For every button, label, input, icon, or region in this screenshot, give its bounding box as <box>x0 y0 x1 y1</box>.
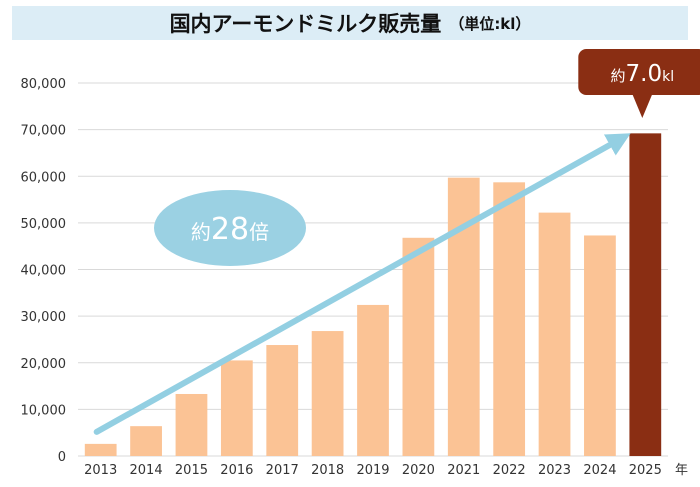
bar-2016 <box>220 360 253 456</box>
highlight-badge-label: 約7.0kl <box>611 61 675 87</box>
highlight-value: 7.0 <box>626 61 663 87</box>
y-tick-label: 0 <box>58 450 66 465</box>
x-tick-label: 2017 <box>266 463 299 478</box>
bar-highlight-2025 <box>629 133 662 457</box>
bar-2017 <box>266 345 299 456</box>
highlight-badge-pointer <box>632 94 653 118</box>
bar-2024 <box>584 235 616 456</box>
highlight-unit: kl <box>662 69 674 85</box>
x-tick-label: 2013 <box>84 463 117 478</box>
chart-title-bar: 国内アーモンドミルク販売量 （単位:kl） <box>12 6 688 40</box>
x-tick-label: 2021 <box>447 463 480 478</box>
y-tick-label: 20,000 <box>21 357 67 372</box>
bar-2020 <box>402 237 435 456</box>
x-tick-label: 2018 <box>311 463 344 478</box>
bar-2018 <box>311 331 344 456</box>
y-tick-label: 10,000 <box>21 403 67 418</box>
x-tick-label: 2022 <box>493 463 526 478</box>
y-tick-label: 50,000 <box>21 217 67 232</box>
x-tick-label: 2019 <box>356 463 389 478</box>
y-tick-label: 30,000 <box>21 310 67 325</box>
x-tick-label: 2025 <box>629 463 662 478</box>
growth-callout <box>154 190 306 266</box>
x-axis-suffix: 年 <box>675 463 688 478</box>
x-tick-label: 2016 <box>220 463 253 478</box>
growth-trend-arrow <box>93 133 631 435</box>
y-tick-label: 80,000 <box>21 77 67 92</box>
bar-2022 <box>493 182 526 456</box>
x-tick-label: 2015 <box>175 463 208 478</box>
chart-unit: （単位:kl） <box>449 14 531 33</box>
growth-prefix: 約 <box>191 220 211 244</box>
y-tick-label: 40,000 <box>21 264 67 279</box>
chart-title: 国内アーモンドミルク販売量 <box>169 12 442 36</box>
x-tick-label: 2024 <box>583 463 616 478</box>
growth-suffix: 倍 <box>249 220 269 244</box>
x-tick-label: 2020 <box>402 463 435 478</box>
bar-2019 <box>357 304 389 456</box>
bar-2013 <box>84 443 117 456</box>
highlight-prefix: 約 <box>611 67 626 85</box>
y-tick-label: 70,000 <box>21 124 67 139</box>
bar-2014 <box>130 426 162 456</box>
highlight-badge <box>578 49 700 95</box>
x-tick-label: 2023 <box>538 463 571 478</box>
y-tick-label: 60,000 <box>21 170 67 185</box>
growth-value: 28 <box>211 212 249 247</box>
x-tick-label: 2014 <box>130 463 163 478</box>
bar-2023 <box>538 212 571 456</box>
growth-callout-label: 約28倍 <box>191 212 269 247</box>
bar-2015 <box>175 393 208 456</box>
